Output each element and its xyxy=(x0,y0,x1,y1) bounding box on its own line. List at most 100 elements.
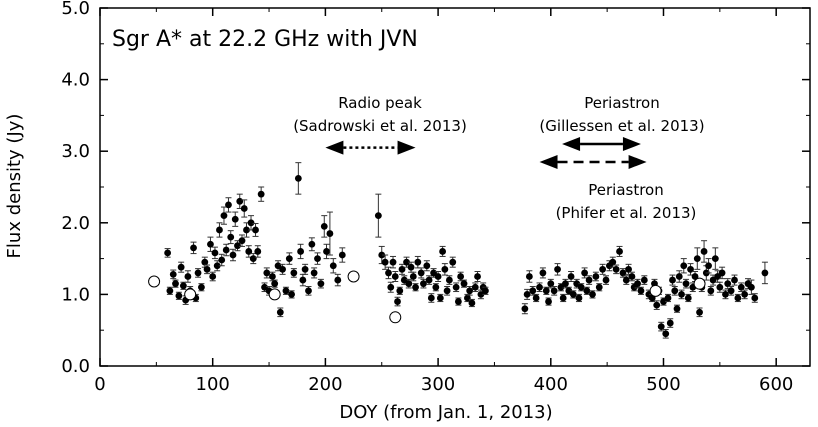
filled-data-point xyxy=(213,262,221,270)
filled-data-point xyxy=(525,273,533,280)
filled-data-point xyxy=(727,287,735,295)
filled-data-point xyxy=(326,230,334,237)
filled-data-point xyxy=(547,280,555,288)
filled-data-point xyxy=(691,273,699,280)
filled-data-point xyxy=(240,205,248,212)
filled-data-point xyxy=(294,175,302,182)
filled-data-point xyxy=(310,269,318,277)
annotations: Radio peak (Sadrowski et al. 2013) Periast… xyxy=(293,94,704,222)
filled-data-point xyxy=(414,258,422,266)
filled-data-point xyxy=(589,291,596,298)
filled-data-point xyxy=(562,280,569,288)
filled-data-point xyxy=(612,265,620,273)
filled-data-point xyxy=(680,262,688,270)
annotation-2: Periastron (Phifer et al. 2013) xyxy=(539,154,697,222)
annotation-arrowhead-left xyxy=(562,137,581,152)
filled-data-point xyxy=(741,291,749,298)
annotation-0: Radio peak (Sadrowski et al. 2013) xyxy=(293,94,467,155)
filled-data-point xyxy=(320,222,328,230)
x-tick-label: 100 xyxy=(196,374,230,395)
filled-data-point xyxy=(387,283,395,291)
filled-data-point xyxy=(657,323,665,331)
filled-data-point xyxy=(682,280,690,288)
filled-data-point xyxy=(279,265,286,273)
filled-data-point xyxy=(669,276,676,284)
filled-data-point xyxy=(637,287,645,295)
filled-data-point xyxy=(662,330,670,338)
filled-data-point xyxy=(634,280,641,288)
open-data-point xyxy=(347,270,360,283)
filled-data-point xyxy=(299,276,307,284)
filled-data-point xyxy=(653,301,661,309)
filled-data-point xyxy=(225,201,232,209)
annotation-reference: (Phifer et al. 2013) xyxy=(556,204,697,222)
filled-data-point xyxy=(619,269,627,277)
x-tick-label: 300 xyxy=(421,374,455,395)
filled-data-point xyxy=(722,291,729,298)
filled-data-point xyxy=(405,280,413,288)
filled-data-point xyxy=(378,251,386,259)
filled-data-point xyxy=(747,283,755,291)
filled-data-point xyxy=(592,273,600,280)
filled-data-point xyxy=(238,237,246,245)
x-tick-label: 0 xyxy=(94,374,105,395)
filled-data-point xyxy=(554,265,561,273)
filled-data-point xyxy=(257,190,265,198)
filled-data-point xyxy=(700,248,708,255)
filled-data-point xyxy=(436,294,444,302)
filled-data-point xyxy=(567,273,575,280)
filled-data-point xyxy=(412,283,419,291)
filled-data-point xyxy=(529,287,537,295)
filled-data-point xyxy=(474,273,481,280)
filled-data-point xyxy=(671,287,679,295)
filled-data-point xyxy=(585,276,593,284)
filled-data-point xyxy=(164,249,172,257)
filled-data-point xyxy=(308,240,316,248)
x-tick-label: 500 xyxy=(646,374,680,395)
filled-data-point xyxy=(724,280,732,288)
filled-data-point xyxy=(616,248,623,255)
filled-data-point xyxy=(583,287,591,295)
filled-data-point xyxy=(417,269,425,277)
filled-data-point xyxy=(542,287,550,295)
filled-data-point xyxy=(276,308,284,316)
filled-data-point xyxy=(536,283,543,291)
filled-data-point xyxy=(539,269,547,277)
filled-data-point xyxy=(707,287,715,295)
filled-data-point xyxy=(236,197,244,205)
filled-data-point xyxy=(761,269,769,277)
annotation-reference: (Gillessen et al. 2013) xyxy=(539,117,704,135)
filled-data-point xyxy=(229,251,237,259)
filled-data-point xyxy=(290,269,298,277)
filled-data-point xyxy=(391,273,399,280)
filled-data-point xyxy=(374,212,382,220)
filled-data-point xyxy=(285,255,293,262)
filled-data-point xyxy=(216,226,223,234)
chart-title: Sgr A* at 22.2 GHz with JVN xyxy=(112,27,418,52)
y-tick-label: 3.0 xyxy=(61,141,90,162)
filled-data-point xyxy=(452,283,460,291)
filled-data-point xyxy=(338,251,346,259)
filled-data-point xyxy=(211,249,219,257)
filled-data-point xyxy=(482,287,489,295)
filled-data-point xyxy=(664,294,672,302)
filled-data-point xyxy=(403,258,410,266)
filled-data-point xyxy=(684,294,692,302)
filled-data-point xyxy=(550,287,558,295)
filled-data-point xyxy=(523,291,531,298)
filled-data-point xyxy=(227,233,235,241)
filled-data-point xyxy=(675,273,683,280)
annotation-arrowhead-left xyxy=(539,154,558,169)
y-tick-label: 5.0 xyxy=(61,0,90,19)
filled-data-point xyxy=(407,263,415,271)
y-axis-title: Flux density (Jy) xyxy=(4,114,25,259)
filled-data-point xyxy=(218,256,226,264)
data-points xyxy=(148,162,769,339)
filled-data-point xyxy=(234,242,241,250)
filled-data-point xyxy=(696,308,703,316)
filled-data-point xyxy=(209,273,217,280)
filled-data-point xyxy=(194,269,202,277)
y-tick-label: 4.0 xyxy=(61,70,90,91)
filled-data-point xyxy=(471,283,479,291)
